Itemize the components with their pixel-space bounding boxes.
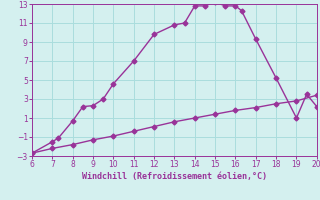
X-axis label: Windchill (Refroidissement éolien,°C): Windchill (Refroidissement éolien,°C) — [82, 172, 267, 181]
